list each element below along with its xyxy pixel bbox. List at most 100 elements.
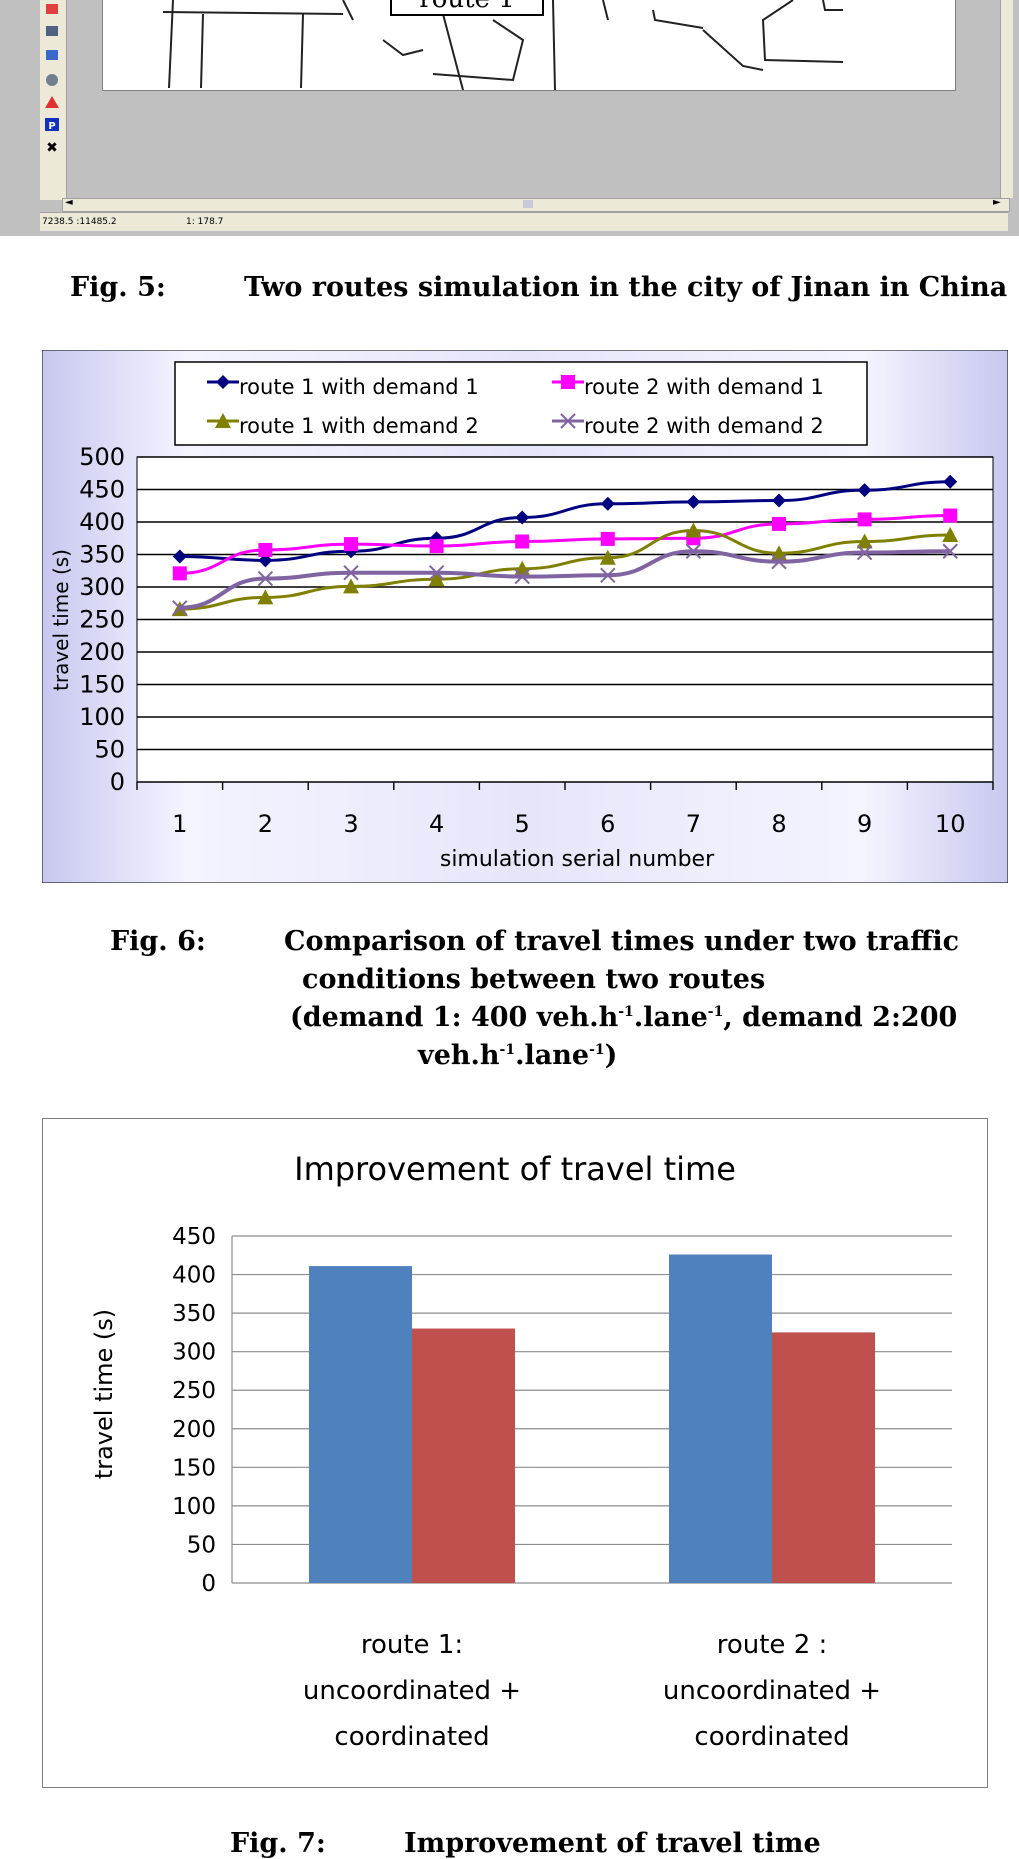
y-tick-label: 300 (172, 1340, 216, 1366)
data-point (856, 544, 873, 561)
network-map[interactable] (102, 0, 956, 91)
fig7-caption: Improvement of travel time (404, 1828, 821, 1859)
data-point (942, 527, 959, 542)
y-tick-label: 150 (79, 671, 125, 699)
tool-icon (46, 4, 58, 14)
data-point (172, 566, 187, 581)
data-point (172, 600, 188, 616)
y-tick-label: 0 (110, 768, 125, 796)
fig6-line-chart: 0 50 100 150 200 250 300 350 400 450 500 1 2 3 4 5 6 7 8 9… (42, 350, 1008, 883)
y-tick-label: 100 (172, 1494, 216, 1520)
vertical-scrollbar[interactable] (1000, 0, 1013, 198)
data-point (343, 564, 359, 581)
bar (669, 1254, 772, 1583)
data-point (599, 549, 616, 565)
warning-icon (45, 96, 59, 108)
x-tick-label: 9 (857, 810, 872, 838)
category-label: route 2 : (717, 1630, 828, 1660)
data-point (685, 522, 702, 538)
data-point (428, 564, 445, 581)
y-axis-label: travel time (s) (49, 549, 73, 691)
category-label: coordinated (694, 1722, 849, 1752)
data-point (515, 534, 530, 549)
y-tick-label: 50 (94, 736, 125, 764)
data-point (429, 539, 444, 554)
data-point (857, 483, 872, 498)
category-label: uncoordinated + (303, 1676, 521, 1706)
y-tick-label: 200 (172, 1417, 216, 1443)
fig5-caption: Two routes simulation in the city of Jin… (244, 272, 1008, 303)
legend-label: route 1 with demand 1 (239, 375, 479, 399)
bar (772, 1332, 875, 1583)
fig6-caption-line4: veh.h-1.lane-1) (418, 1040, 618, 1071)
data-point (771, 553, 787, 570)
data-point (257, 589, 274, 605)
horizontal-scrollbar[interactable]: ◄ ► (62, 197, 1010, 212)
vertical-toolbar: P ✖ (40, 0, 67, 200)
fig6-caption-line2: conditions between two routes (302, 964, 766, 995)
legend-marker (561, 375, 575, 389)
y-tick-label: 150 (172, 1455, 216, 1481)
legend-label: route 2 with demand 1 (584, 375, 824, 399)
y-tick-label: 450 (79, 476, 125, 504)
parking-icon (45, 118, 59, 131)
y-tick-label: 200 (79, 638, 125, 666)
fig7-label: Fig. 7: (230, 1828, 326, 1859)
y-tick-label: 500 (79, 443, 125, 471)
y-tick-label: 400 (79, 508, 125, 536)
data-point (942, 543, 958, 559)
x-tick-label: 6 (600, 810, 615, 838)
svg-text:P: P (48, 121, 55, 132)
legend-label: route 1 with demand 2 (239, 414, 479, 438)
data-point (600, 496, 615, 511)
fig6-caption-line3: (demand 1: 400 veh.h-1.lane-1, demand 2:… (290, 1002, 958, 1033)
toolbar-icons: P ✖ (45, 4, 59, 156)
scroll-thumb[interactable] (523, 200, 533, 208)
series-line (179, 549, 951, 610)
x-tick-label: 1 (172, 810, 187, 838)
data-point (428, 571, 445, 587)
series-line (179, 480, 951, 562)
y-tick-label: 50 (187, 1532, 216, 1558)
x-tick-label: 3 (343, 810, 358, 838)
data-point (943, 474, 958, 489)
scroll-left-icon[interactable]: ◄ (65, 197, 73, 208)
status-scale: 1: 178.7 (186, 217, 224, 227)
y-tick-label: 250 (79, 606, 125, 634)
x-tick-label: 7 (686, 810, 701, 838)
data-point (258, 553, 273, 568)
legend-marker (216, 375, 230, 389)
fig6-label: Fig. 6: (110, 926, 206, 957)
data-point (686, 494, 701, 509)
x-tick-label: 10 (935, 810, 966, 838)
category-label: route 1: (361, 1630, 463, 1660)
route-label: route 1 (390, 0, 544, 16)
x-tick-label: 2 (258, 810, 273, 838)
legend-entry: route 1 with demand 2 (207, 413, 479, 438)
data-point (943, 508, 958, 523)
y-tick-label: 350 (79, 541, 125, 569)
tool-icon (46, 26, 58, 36)
series-1 (172, 474, 958, 568)
y-tick-label: 450 (172, 1224, 216, 1250)
simulation-screenshot: P ✖ route 1 ◄ ► 7238.5 :11485.2 1: 178.7 (0, 0, 1019, 236)
tool-icon (46, 50, 58, 60)
x-tick-label: 8 (771, 810, 786, 838)
data-point (344, 537, 358, 552)
tool-icon (46, 74, 58, 86)
data-point (172, 549, 187, 564)
bar (412, 1328, 515, 1583)
chart-title: Improvement of travel time (294, 1150, 736, 1188)
data-point (600, 531, 615, 546)
y-tick-label: 400 (172, 1263, 216, 1289)
fig7-bar-chart: Improvement of travel time 0 50 100 150 200 2… (42, 1118, 988, 1788)
legend-box (174, 361, 868, 446)
bar (309, 1266, 412, 1583)
data-point (685, 543, 702, 559)
data-point (856, 533, 873, 549)
data-point (257, 570, 274, 587)
series-4 (172, 543, 958, 616)
x-tick-label: 5 (515, 810, 530, 838)
scroll-right-icon[interactable]: ► (993, 197, 1001, 208)
y-tick-label: 350 (172, 1301, 216, 1327)
